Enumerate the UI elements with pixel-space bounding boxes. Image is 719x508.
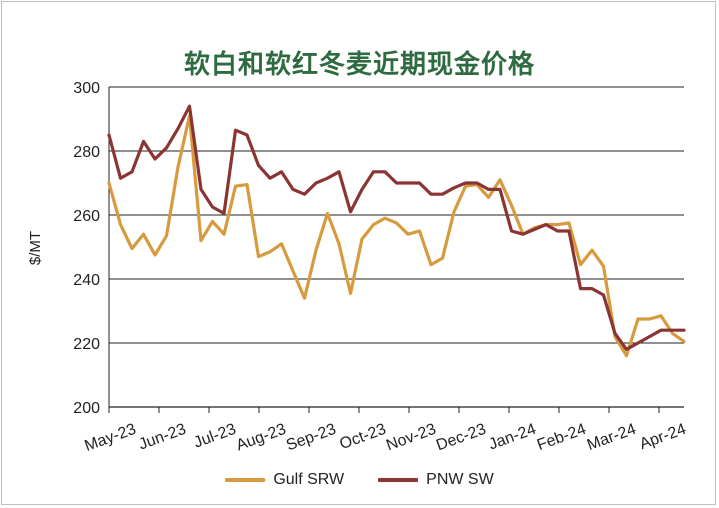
legend-swatch-gulf-srw [225, 478, 266, 482]
y-tick-label: 300 [73, 80, 100, 97]
x-tick-label: Apr-24 [637, 421, 688, 453]
gridlines [109, 86, 684, 344]
series-line-pnw-sw [107, 104, 686, 351]
legend: Gulf SRW PNW SW [0, 471, 719, 489]
x-tick-label: Dec-23 [434, 421, 488, 455]
y-tick-label: 200 [73, 400, 100, 417]
y-tick-label: 240 [73, 272, 100, 289]
legend-swatch-pnw-sw [378, 478, 419, 482]
x-tick-label: Feb-24 [535, 421, 589, 454]
y-tick-label: 280 [73, 144, 100, 161]
legend-item-gulf-srw: Gulf SRW [225, 471, 344, 489]
x-tick-label: Oct-23 [337, 421, 388, 453]
chart-title: 软白和软红冬麦近期现金价格 [183, 50, 535, 80]
y-tick-label: 220 [73, 336, 100, 353]
y-axis-label: $/MT [27, 231, 44, 265]
x-tick-label: Sep-23 [284, 421, 338, 455]
x-tick-label: Nov-23 [384, 421, 438, 455]
x-tick-label: Mar-24 [585, 421, 639, 454]
legend-label-gulf-srw: Gulf SRW [273, 471, 345, 488]
legend-label-pnw-sw: PNW SW [426, 471, 494, 488]
x-tick-label: Aug-23 [234, 421, 288, 455]
x-tick-label: May-23 [82, 421, 138, 455]
x-tick-label: Jul-23 [192, 421, 239, 452]
series-lines [107, 104, 686, 358]
series-line-gulf-srw [107, 114, 686, 358]
y-tick-labels: 200 220 240 260 280 300 [73, 80, 100, 417]
axes [108, 87, 684, 408]
y-tick-label: 260 [73, 208, 100, 225]
legend-item-pnw-sw: PNW SW [378, 471, 494, 489]
x-tick-label: Jun-23 [137, 421, 189, 454]
x-tick-label: Jan-24 [487, 421, 539, 454]
